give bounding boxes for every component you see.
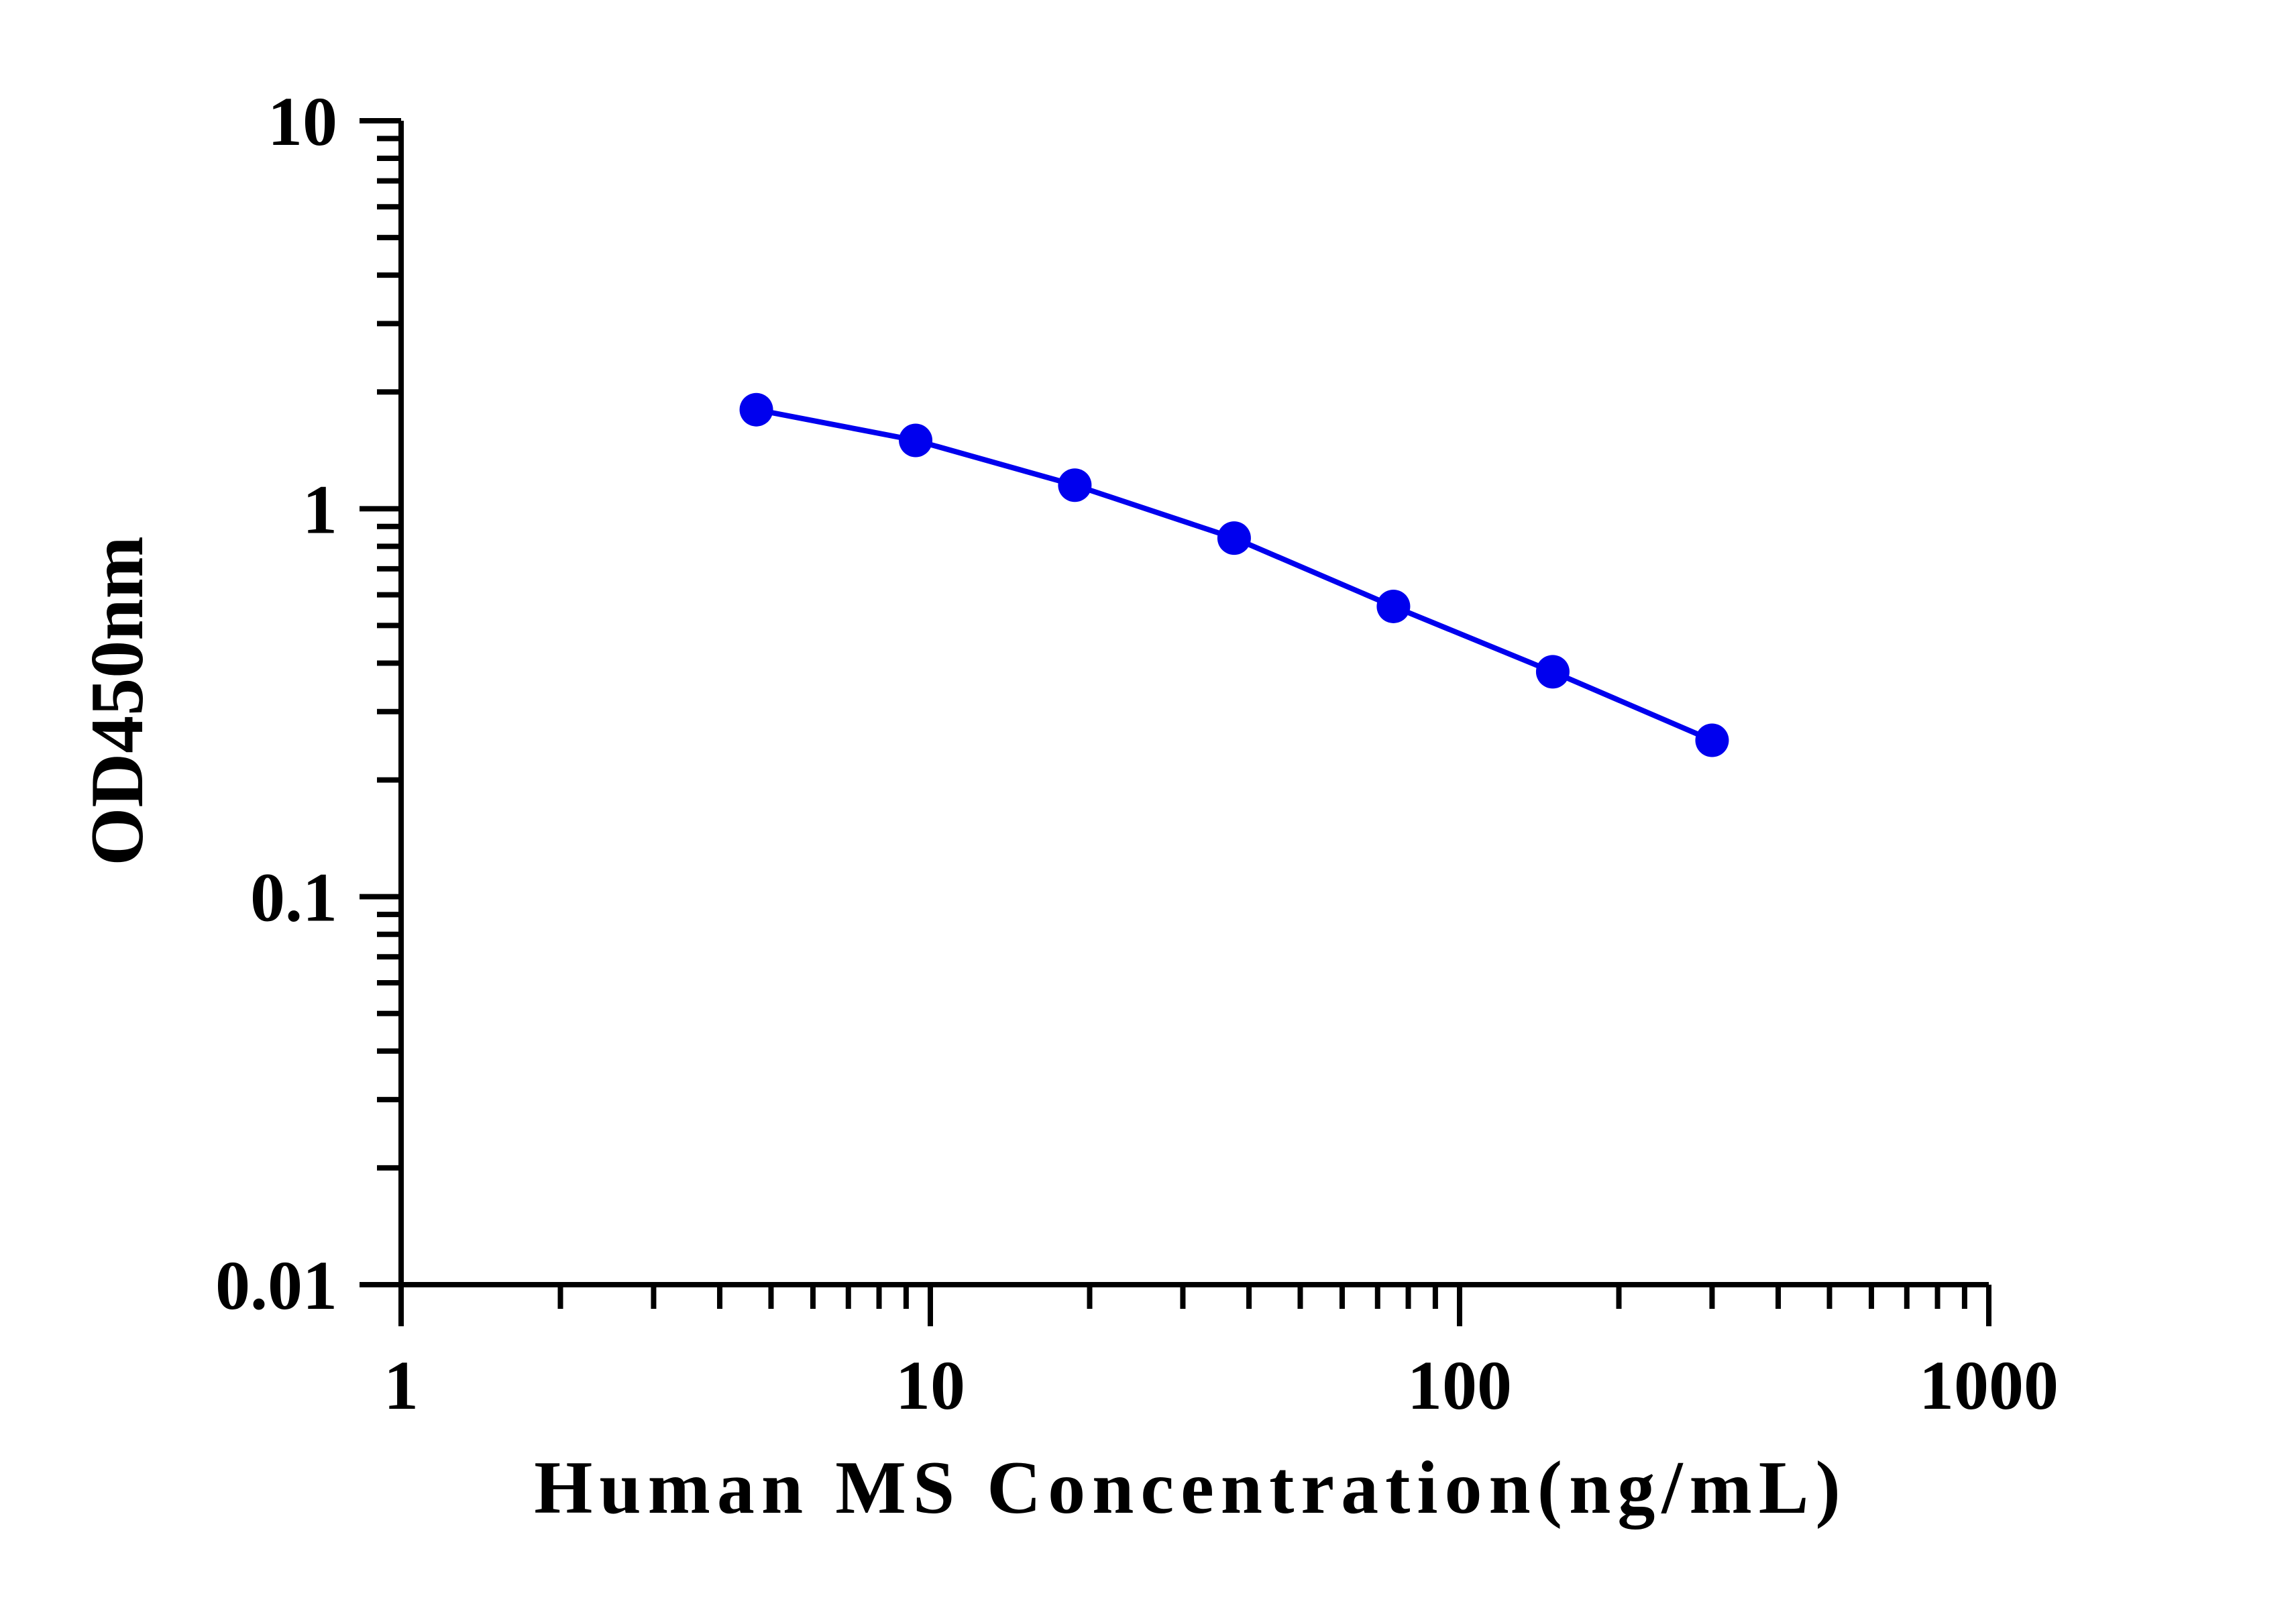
series-line xyxy=(755,407,1713,743)
data-point xyxy=(1695,723,1729,757)
data-point xyxy=(1535,655,1570,689)
y-tick-label: 0.01 xyxy=(215,1247,337,1324)
x-tick-label: 100 xyxy=(1407,1347,1512,1424)
ticks xyxy=(360,118,1991,1326)
data-point xyxy=(1058,468,1092,502)
y-tick-label: 0.1 xyxy=(250,859,337,937)
y-tick-label: 10 xyxy=(268,83,337,160)
y-tick-label: 1 xyxy=(303,471,337,548)
x-axis-title: Human MS Concentration(ng/mL) xyxy=(534,1446,1847,1530)
tick-labels: 0.01 0.1 1 10 1 10 100 1000 xyxy=(215,83,2059,1424)
x-tick-label: 1000 xyxy=(1919,1347,2059,1424)
data-point xyxy=(1217,521,1251,555)
data-point xyxy=(739,392,773,427)
series xyxy=(739,392,1729,757)
axes xyxy=(398,121,1989,1287)
y-axis-title: OD450nm xyxy=(76,536,159,866)
data-point xyxy=(899,423,933,458)
data-point xyxy=(1376,589,1411,623)
x-tick-label: 1 xyxy=(384,1347,419,1424)
x-tick-label: 10 xyxy=(895,1347,965,1424)
